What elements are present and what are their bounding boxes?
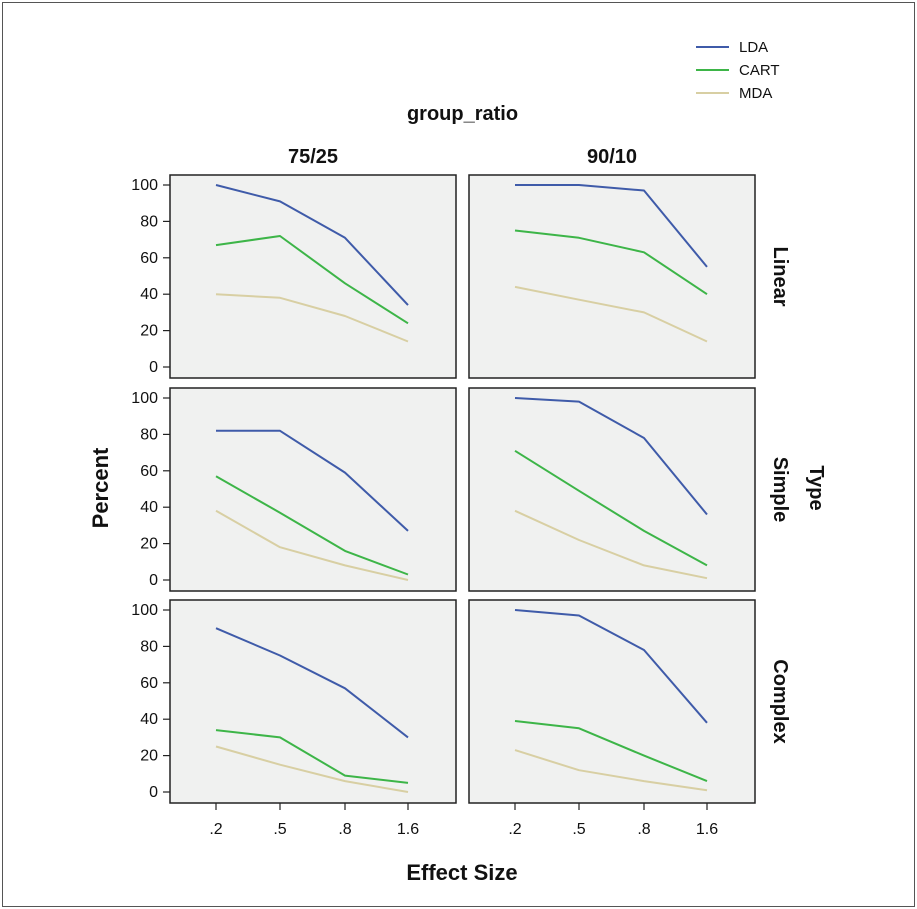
panel-complex-75-25 [169, 599, 457, 804]
series-line-mda-simple-90-10 [514, 509, 708, 580]
series-line-cart-complex-90-10 [514, 720, 708, 783]
row-facet-label-simple: Simple [769, 457, 791, 523]
legend-label-cart: CART [739, 62, 780, 79]
series-line-lda-complex-90-10 [514, 609, 708, 724]
x-tick-label: .2 [508, 821, 521, 838]
y-tick-label: 40 [140, 499, 158, 516]
y-tick-label: 60 [140, 463, 158, 480]
series-line-mda-linear-75-25 [215, 293, 409, 343]
y-tick-label: 0 [149, 572, 158, 589]
row-facet-label-complex: Complex [769, 659, 791, 743]
legend-label-lda: LDA [739, 39, 768, 56]
col-facet-label-75-25: 75/25 [288, 146, 338, 168]
y-tick-label: 80 [140, 213, 158, 230]
x-tick-label: .5 [572, 821, 585, 838]
y-tick-label: 100 [131, 390, 158, 407]
series-line-cart-linear-75-25 [215, 235, 409, 325]
y-tick-label: 60 [140, 675, 158, 692]
panel-complex-90-10 [468, 599, 756, 804]
series-line-cart-linear-90-10 [514, 229, 708, 296]
y-tick-label: 0 [149, 359, 158, 376]
y-tick-label: 100 [131, 602, 158, 619]
series-line-lda-complex-75-25 [215, 627, 409, 739]
y-axis-title: Percent [88, 447, 113, 528]
col-facet-title: group_ratio [407, 103, 518, 125]
y-tick-label: 20 [140, 536, 158, 553]
series-line-mda-complex-90-10 [514, 749, 708, 792]
y-tick-label: 40 [140, 711, 158, 728]
series-line-lda-linear-75-25 [215, 184, 409, 306]
series-line-cart-simple-90-10 [514, 449, 708, 567]
row-facet-title: Type [805, 465, 827, 510]
series-line-lda-linear-90-10 [515, 184, 708, 268]
y-tick-label: 20 [140, 748, 158, 765]
x-tick-label: .8 [338, 821, 351, 838]
panel-simple-75-25 [169, 387, 457, 592]
x-axis-title: Effect Size [406, 860, 517, 885]
panel-simple-90-10 [468, 387, 756, 592]
panel-linear-75-25 [169, 174, 457, 379]
y-tick-label: 60 [140, 250, 158, 267]
y-tick-label: 80 [140, 426, 158, 443]
series-line-lda-simple-90-10 [514, 397, 708, 516]
y-tick-label: 80 [140, 638, 158, 655]
x-tick-label: .2 [209, 821, 222, 838]
legend-label-mda: MDA [739, 85, 772, 102]
x-tick-label: .8 [637, 821, 650, 838]
series-line-cart-simple-75-25 [215, 475, 409, 576]
series-line-mda-complex-75-25 [215, 745, 409, 793]
series-line-cart-complex-75-25 [215, 729, 409, 784]
series-line-mda-linear-90-10 [514, 285, 708, 343]
x-tick-label: 1.6 [696, 821, 718, 838]
x-tick-label: .5 [273, 821, 286, 838]
panel-linear-90-10 [468, 174, 756, 379]
y-tick-label: 20 [140, 323, 158, 340]
x-tick-label: 1.6 [397, 821, 419, 838]
col-facet-label-90-10: 90/10 [587, 146, 637, 168]
series-line-mda-simple-75-25 [215, 509, 409, 581]
row-facet-label-linear: Linear [769, 246, 791, 306]
series-line-lda-simple-75-25 [216, 429, 409, 532]
y-tick-label: 40 [140, 286, 158, 303]
y-tick-label: 0 [149, 784, 158, 801]
y-tick-label: 100 [131, 177, 158, 194]
